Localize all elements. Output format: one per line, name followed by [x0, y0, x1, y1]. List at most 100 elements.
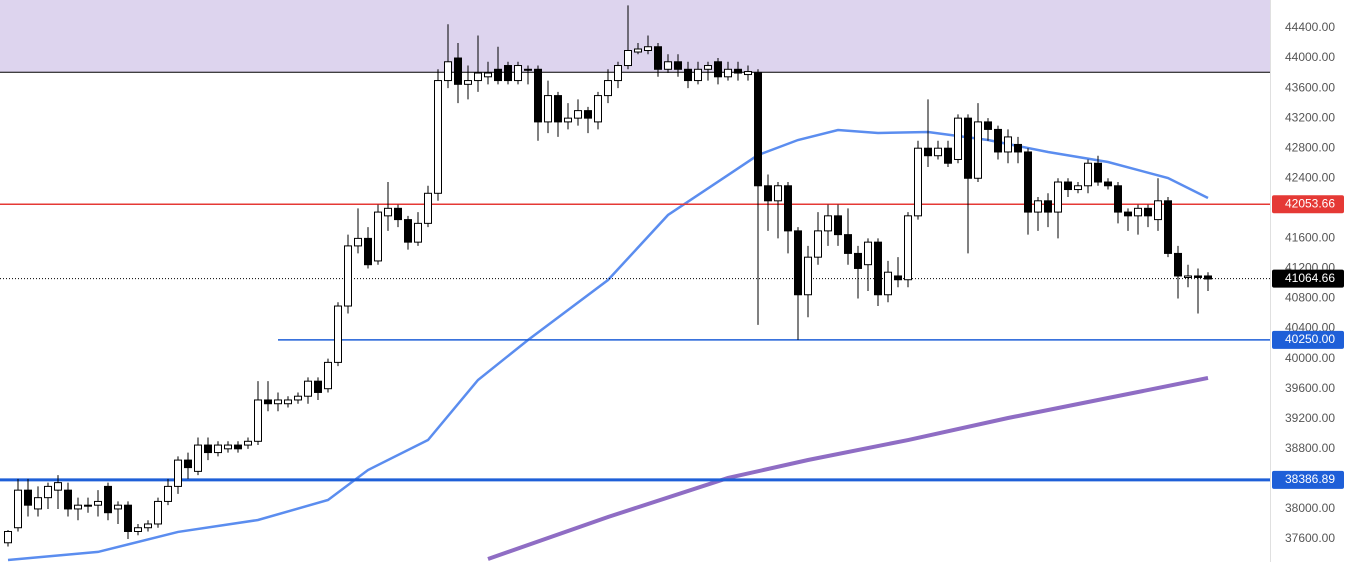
candle-body — [594, 95, 602, 123]
candle-body — [264, 399, 272, 405]
candle-body — [224, 444, 232, 450]
candle-body — [1054, 181, 1062, 213]
candle-body — [64, 489, 72, 510]
candle-body — [434, 80, 442, 194]
candle-body — [1204, 275, 1212, 280]
candle-body — [874, 241, 882, 296]
candle-body — [654, 46, 662, 70]
candle-body — [1004, 136, 1012, 153]
candle-body — [164, 485, 172, 502]
candle-body — [604, 80, 612, 97]
candle-body — [764, 185, 772, 202]
level-label-bg — [1272, 269, 1344, 288]
candle-body — [274, 399, 282, 405]
candle-body — [1034, 200, 1042, 213]
candle-body — [44, 485, 52, 499]
candle-body — [774, 185, 782, 202]
candle-body — [694, 68, 702, 82]
candle-body — [854, 252, 862, 269]
candle-body — [984, 121, 992, 130]
candle-body — [54, 482, 62, 491]
candle-body — [614, 65, 622, 82]
candle-body — [214, 444, 222, 454]
candle-body — [864, 241, 872, 266]
candle-body — [514, 65, 522, 82]
candle-body — [74, 504, 82, 510]
candle-body — [664, 61, 672, 70]
candle-body — [1044, 200, 1052, 213]
candle-body — [1014, 143, 1022, 153]
candle-body — [304, 380, 312, 397]
candle-body — [534, 68, 542, 123]
candle-body — [554, 95, 562, 123]
candle-body — [564, 117, 572, 123]
candle-body — [34, 497, 42, 510]
candle-body — [794, 230, 802, 296]
y-tick-label: 40000.00 — [1285, 351, 1335, 365]
candle-body — [1134, 207, 1142, 217]
level-label: 40250.00 — [1285, 332, 1335, 346]
candle-body — [714, 61, 722, 78]
candle-body — [904, 215, 912, 281]
candle-body — [1174, 252, 1182, 277]
candle-body — [804, 256, 812, 296]
candle-body — [934, 147, 942, 157]
y-tick-label: 39600.00 — [1285, 381, 1335, 395]
level-label: 41064.66 — [1285, 271, 1335, 285]
level-label-bg — [1272, 195, 1344, 214]
candle-body — [974, 121, 982, 179]
candle-body — [734, 68, 742, 74]
y-tick-label: 44000.00 — [1285, 50, 1335, 64]
level-label-bg — [1272, 330, 1344, 349]
level-label-bg — [1272, 470, 1344, 489]
candle-body — [334, 305, 342, 363]
candle-body — [824, 215, 832, 232]
candle-body — [844, 234, 852, 254]
candle-body — [354, 237, 362, 247]
candle-body — [1144, 207, 1152, 217]
candle-body — [584, 110, 592, 119]
candle-body — [544, 95, 552, 123]
candle-body — [474, 72, 482, 82]
y-tick-label: 39200.00 — [1285, 411, 1335, 425]
candle-body — [254, 399, 262, 442]
candle-body — [444, 61, 452, 82]
candle-body — [624, 50, 632, 67]
y-tick-label: 43600.00 — [1285, 80, 1335, 94]
candle-body — [1154, 200, 1162, 221]
candle-body — [24, 489, 32, 506]
candle-body — [634, 48, 642, 53]
candle-body — [1184, 275, 1192, 278]
y-tick-label: 42400.00 — [1285, 170, 1335, 184]
candle-body — [1194, 275, 1202, 278]
candle-body — [364, 237, 372, 266]
candle-body — [134, 527, 142, 532]
candle-body — [1124, 211, 1132, 217]
candle-body — [964, 117, 972, 179]
y-tick-label: 41600.00 — [1285, 231, 1335, 245]
candle-body — [994, 128, 1002, 153]
candle-body — [814, 230, 822, 258]
candle-body — [324, 361, 332, 390]
candle-body — [1024, 151, 1032, 213]
moving-average — [487, 375, 1209, 561]
y-tick-label: 38000.00 — [1285, 501, 1335, 515]
candle-body — [1074, 185, 1082, 191]
candle-body — [744, 71, 752, 76]
candle-body — [1114, 185, 1122, 213]
y-tick-label: 38800.00 — [1285, 441, 1335, 455]
candle-body — [1064, 181, 1072, 191]
candle-body — [394, 207, 402, 221]
candle-body — [704, 65, 712, 70]
candle-body — [174, 459, 182, 487]
candle-body — [424, 192, 432, 224]
candle-body — [414, 222, 422, 243]
candle-body — [944, 147, 952, 164]
candle-body — [644, 46, 652, 52]
y-tick-label: 42800.00 — [1285, 140, 1335, 154]
candle-body — [104, 485, 112, 514]
candle-body — [14, 489, 22, 529]
candle-body — [234, 444, 242, 450]
candle-body — [484, 72, 492, 78]
